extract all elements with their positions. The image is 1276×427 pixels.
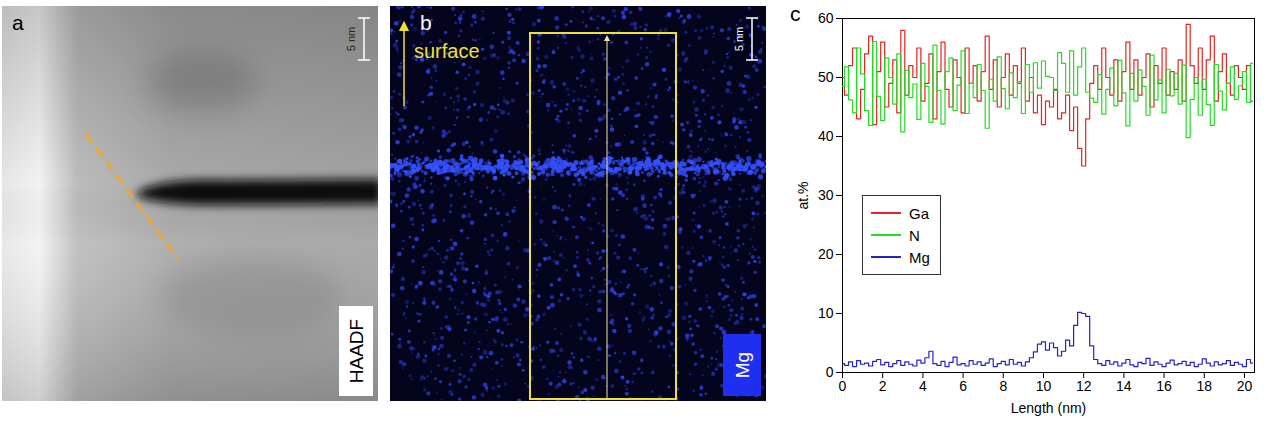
- svg-text:10: 10: [1036, 378, 1052, 394]
- svg-text:16: 16: [1156, 378, 1172, 394]
- svg-text:6: 6: [959, 378, 967, 394]
- svg-text:Length (nm): Length (nm): [1011, 400, 1086, 416]
- html-text:c: c: [790, 2, 801, 25]
- html-text:N: N: [909, 226, 920, 244]
- svg-text:20: 20: [1237, 378, 1253, 394]
- svg-text:Mg: Mg: [732, 352, 753, 378]
- html-text:Ga: Ga: [909, 204, 929, 222]
- svg-text:12: 12: [1076, 378, 1092, 394]
- svg-text:60: 60: [818, 10, 834, 26]
- svg-text:40: 40: [818, 128, 834, 144]
- svg-text:14: 14: [1116, 378, 1132, 394]
- svg-text:5 nm: 5 nm: [733, 27, 745, 51]
- svg-text:10: 10: [818, 305, 834, 321]
- svg-text:2: 2: [879, 378, 887, 394]
- svg-text:0: 0: [839, 378, 847, 394]
- svg-text:HAADF: HAADF: [346, 319, 367, 383]
- svg-text:a: a: [12, 11, 24, 34]
- svg-text:30: 30: [818, 187, 834, 203]
- svg-text:0: 0: [826, 364, 834, 380]
- svg-text:50: 50: [818, 69, 834, 85]
- svg-text:20: 20: [818, 246, 834, 262]
- svg-text:5 nm: 5 nm: [345, 27, 357, 51]
- svg-text:surface: surface: [414, 40, 480, 62]
- svg-text:8: 8: [999, 378, 1007, 394]
- svg-text:b: b: [420, 11, 432, 34]
- html-text:Mg: Mg: [909, 248, 930, 266]
- svg-text:18: 18: [1196, 378, 1212, 394]
- svg-text:4: 4: [919, 378, 927, 394]
- svg-text:at.%: at.%: [795, 181, 811, 209]
